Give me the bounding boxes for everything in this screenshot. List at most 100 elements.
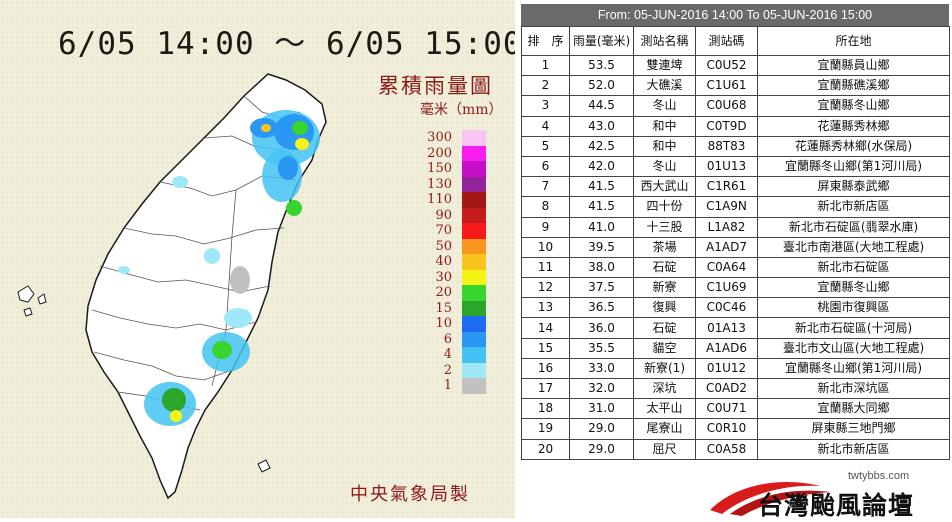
location-cell: 屏東縣泰武鄉 bbox=[757, 176, 950, 198]
table-row: 17 32.0 深坑 C0AD2 新北市深坑區 bbox=[521, 377, 950, 400]
header-station-code: 測站碼 bbox=[695, 26, 758, 56]
legend-row: 150 bbox=[420, 161, 490, 177]
map-subtitle: 累積雨量圖 bbox=[378, 74, 493, 98]
rainfall-cell: 53.5 bbox=[569, 54, 634, 77]
rainfall-cell: 42.5 bbox=[569, 135, 634, 157]
penghu-islands bbox=[17, 285, 47, 317]
legend-label: 15 bbox=[435, 300, 452, 316]
station-code-cell: C0U68 bbox=[695, 95, 758, 117]
station-code-cell: C0R10 bbox=[695, 418, 758, 440]
legend-row: 40 bbox=[420, 254, 490, 270]
rank-cell: 14 bbox=[521, 317, 570, 339]
legend-row: 30 bbox=[420, 269, 490, 285]
location-cell: 宜蘭縣冬山鄉 bbox=[757, 95, 950, 117]
rank-cell: 18 bbox=[521, 398, 570, 420]
table-row: 19 29.0 尾寮山 C0R10 屏東縣三地門鄉 bbox=[521, 418, 950, 440]
station-name-cell: 石碇 bbox=[633, 256, 696, 279]
header-location: 所在地 bbox=[757, 26, 950, 56]
logo-url: twtybbs.com bbox=[848, 470, 910, 482]
header-rank: 排 序 bbox=[521, 26, 570, 56]
southern-islets bbox=[257, 459, 271, 473]
legend-label: 70 bbox=[435, 223, 452, 238]
location-cell: 新北市新店區 bbox=[757, 196, 950, 218]
legend-row: 6 bbox=[420, 331, 490, 347]
station-code-cell: C1U69 bbox=[695, 277, 758, 299]
rainfall-legend: 300 200 150 130 110 90 70 50 40 30 20 15… bbox=[420, 130, 490, 394]
table-row: 2 52.0 大礁溪 C1U61 宜蘭縣礁溪鄉 bbox=[521, 75, 950, 97]
table-row: 13 36.5 復興 C0C46 桃園市復興區 bbox=[521, 297, 950, 319]
location-cell: 宜蘭縣大同鄉 bbox=[757, 398, 950, 420]
rainfall-patches bbox=[118, 110, 320, 426]
rainfall-cell: 29.0 bbox=[569, 438, 634, 460]
legend-row: 70 bbox=[420, 223, 490, 239]
rainfall-cell: 44.5 bbox=[569, 95, 634, 117]
station-code-cell: C0C46 bbox=[695, 297, 758, 319]
logo-name: 台灣颱風論壇 bbox=[758, 491, 915, 520]
legend-row: 90 bbox=[420, 207, 490, 223]
location-cell: 新北市石碇區(十河局) bbox=[757, 317, 950, 339]
rainfall-cell: 41.5 bbox=[569, 176, 634, 198]
rank-cell: 5 bbox=[521, 135, 570, 157]
legend-swatch bbox=[462, 130, 486, 146]
station-code-cell: C0A58 bbox=[695, 438, 758, 460]
location-cell: 宜蘭縣冬山鄉(第1河川局) bbox=[757, 155, 950, 178]
rainfall-cell: 33.0 bbox=[569, 357, 634, 380]
table-header-row: 排 序 雨量(毫米) 測站名稱 測站碼 所在地 bbox=[521, 26, 950, 56]
legend-label: 300 bbox=[427, 130, 452, 145]
rank-cell: 11 bbox=[521, 256, 570, 279]
table-row: 20 29.0 屈尺 C0A58 新北市新店區 bbox=[521, 438, 950, 460]
rank-cell: 7 bbox=[521, 176, 570, 198]
map-unit: 毫米（mm） bbox=[420, 102, 503, 118]
legend-label: 110 bbox=[427, 192, 452, 207]
station-code-cell: C0A64 bbox=[695, 256, 758, 279]
legend-row: 20 bbox=[420, 285, 490, 301]
station-name-cell: 十三股 bbox=[633, 216, 696, 238]
rank-cell: 6 bbox=[521, 155, 570, 178]
legend-swatch bbox=[462, 161, 486, 177]
station-name-cell: 和中 bbox=[633, 135, 696, 157]
rainfall-cell: 41.0 bbox=[569, 216, 634, 238]
rank-cell: 15 bbox=[521, 337, 570, 359]
rainfall-cell: 42.0 bbox=[569, 155, 634, 178]
table-row: 7 41.5 西大武山 C1R61 屏東縣泰武鄉 bbox=[521, 176, 950, 198]
station-code-cell: 88T83 bbox=[695, 135, 758, 157]
station-name-cell: 雙連埤 bbox=[633, 54, 696, 77]
rank-cell: 12 bbox=[521, 277, 570, 299]
rainfall-cell: 37.5 bbox=[569, 277, 634, 299]
table-row: 11 38.0 石碇 C0A64 新北市石碇區 bbox=[521, 256, 950, 279]
location-cell: 宜蘭縣冬山鄉 bbox=[757, 277, 950, 299]
station-code-cell: 01U12 bbox=[695, 357, 758, 380]
legend-swatch bbox=[462, 145, 486, 161]
station-name-cell: 屈尺 bbox=[633, 438, 696, 460]
table-row: 8 41.5 四十份 C1A9N 新北市新店區 bbox=[521, 196, 950, 218]
legend-label: 40 bbox=[435, 254, 452, 269]
table-row: 9 41.0 十三股 L1A82 新北市石碇區(翡翠水庫) bbox=[521, 216, 950, 238]
rainfall-cell: 35.5 bbox=[569, 337, 634, 359]
legend-swatch bbox=[462, 223, 486, 239]
rank-cell: 17 bbox=[521, 377, 570, 400]
rank-cell: 8 bbox=[521, 196, 570, 218]
legend-swatch bbox=[462, 254, 486, 270]
rank-cell: 19 bbox=[521, 418, 570, 440]
location-cell: 宜蘭縣礁溪鄉 bbox=[757, 75, 950, 97]
station-code-cell: C1R61 bbox=[695, 176, 758, 198]
location-cell: 宜蘭縣員山鄉 bbox=[757, 54, 950, 77]
map-credit: 中央氣象局製 bbox=[350, 484, 470, 505]
legend-row: 130 bbox=[420, 176, 490, 192]
location-cell: 宜蘭縣冬山鄉(第1河川局) bbox=[757, 357, 950, 380]
station-name-cell: 四十份 bbox=[633, 196, 696, 218]
table-title: From: 05-JUN-2016 14:00 To 05-JUN-2016 1… bbox=[521, 4, 949, 26]
legend-swatch bbox=[462, 207, 486, 223]
legend-label: 130 bbox=[427, 176, 452, 192]
station-name-cell: 茶場 bbox=[633, 236, 696, 258]
station-name-cell: 冬山 bbox=[633, 155, 696, 178]
legend-row: 50 bbox=[420, 238, 490, 254]
station-code-cell: 01U13 bbox=[695, 155, 758, 178]
legend-row: 200 bbox=[420, 145, 490, 161]
rainfall-cell: 32.0 bbox=[569, 377, 634, 400]
table-row: 16 33.0 新寮(1) 01U12 宜蘭縣冬山鄉(第1河川局) bbox=[521, 357, 950, 380]
table-row: 5 42.5 和中 88T83 花蓮縣秀林鄉(水保局) bbox=[521, 135, 950, 157]
location-cell: 花蓮縣秀林鄉 bbox=[757, 115, 950, 137]
legend-swatch bbox=[462, 300, 486, 316]
rainfall-cell: 36.5 bbox=[569, 297, 634, 319]
